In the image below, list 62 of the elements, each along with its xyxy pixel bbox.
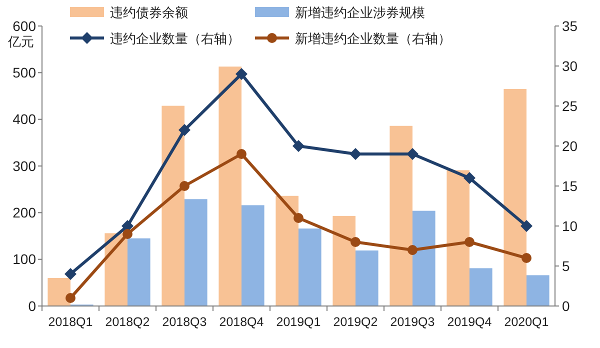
point	[236, 68, 248, 80]
legend-label: 新增违约企业涉券规模	[295, 5, 425, 20]
bar	[242, 205, 264, 306]
x-tick-label: 2019Q4	[447, 315, 492, 329]
point	[178, 124, 190, 136]
x-tick-label: 2019Q2	[333, 315, 378, 329]
bar	[390, 126, 412, 306]
y-axis-title: 亿元	[7, 34, 34, 49]
bar	[470, 268, 492, 306]
y-tick-label: 400	[12, 111, 36, 128]
x-tick-label: 2018Q2	[105, 315, 150, 329]
bar	[526, 275, 550, 306]
y2-tick-label: 20	[562, 138, 578, 154]
point	[406, 148, 418, 160]
bar	[446, 170, 470, 306]
point	[66, 293, 76, 303]
bar	[298, 228, 322, 306]
point	[522, 253, 532, 263]
y-tick-label: 300	[12, 158, 36, 174]
bar	[48, 278, 70, 306]
point	[520, 220, 532, 232]
y2-tick-label: 5	[562, 258, 570, 274]
bar	[356, 250, 378, 306]
x-tick-label: 2018Q4	[219, 315, 264, 329]
legend-label: 新增违约企业数量（右轴）	[295, 31, 451, 46]
x-tick-label: 2018Q3	[162, 315, 207, 329]
legend-label: 违约债券余额	[110, 5, 188, 20]
y-tick-label: 500	[12, 64, 36, 81]
y-tick-label: 0	[28, 298, 36, 314]
y-tick-label: 200	[12, 204, 36, 221]
y2-tick-label: 35	[562, 18, 578, 34]
y2-tick-label: 15	[562, 178, 578, 194]
point	[464, 237, 474, 247]
y2-tick-label: 30	[562, 58, 578, 74]
x-tick-label: 2019Q1	[276, 315, 321, 329]
y-tick-label: 100	[12, 251, 36, 268]
point	[408, 245, 418, 255]
point	[350, 237, 360, 247]
point	[64, 268, 76, 280]
bar	[332, 216, 356, 306]
x-tick-label: 2020Q1	[504, 315, 549, 329]
x-tick-label: 2018Q1	[48, 315, 93, 329]
x-tick-label: 2019Q3	[390, 315, 435, 329]
y-tick-label: 600	[12, 18, 36, 34]
point	[180, 181, 190, 191]
bar	[504, 89, 526, 306]
bar	[184, 199, 208, 306]
bar	[412, 210, 436, 306]
point	[236, 149, 246, 159]
bar	[162, 106, 184, 306]
point	[294, 213, 304, 223]
y2-tick-label: 25	[562, 98, 578, 114]
y2-tick-label: 10	[562, 218, 578, 234]
bar	[218, 66, 242, 306]
bar	[128, 238, 150, 306]
point	[464, 172, 476, 184]
point	[122, 229, 132, 239]
point	[292, 140, 304, 152]
bar	[276, 196, 298, 306]
legend-label: 违约企业数量（右轴）	[110, 31, 240, 46]
y2-tick-label: 0	[562, 298, 570, 314]
point	[350, 148, 362, 160]
